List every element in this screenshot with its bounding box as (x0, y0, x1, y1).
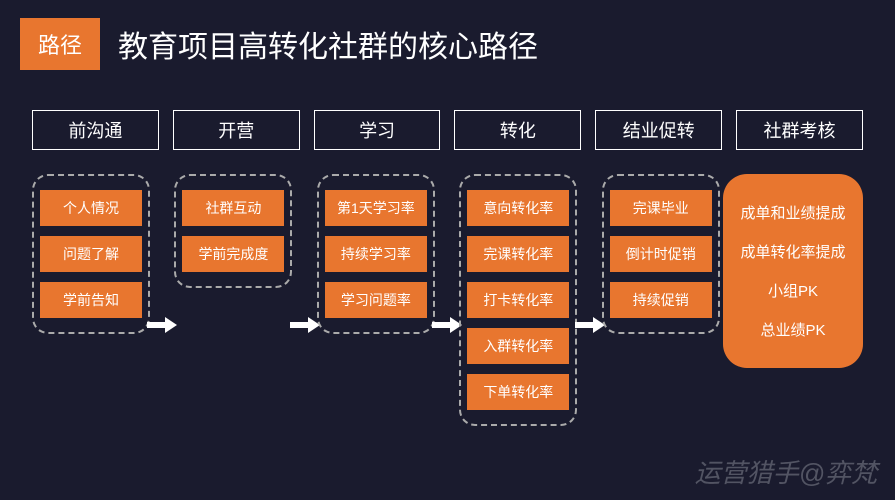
stage-col-1: 社群互动 学前完成度 (174, 174, 292, 288)
final-item: 总业绩PK (731, 319, 855, 340)
stage-item: 打卡转化率 (467, 282, 569, 318)
stage-box: 社群互动 学前完成度 (174, 174, 292, 288)
header-title: 教育项目高转化社群的核心路径 (118, 22, 538, 66)
stage-box: 第1天学习率 持续学习率 学习问题率 (317, 174, 435, 334)
stage-item: 入群转化率 (467, 328, 569, 364)
stage-col-0: 个人情况 问题了解 学前告知 (32, 174, 150, 334)
watermark: 运营猎手@弈梵 (695, 453, 877, 490)
stage-header: 转化 (454, 110, 581, 150)
stage-box: 完课毕业 倒计时促销 持续促销 (602, 174, 720, 334)
stage-item: 持续促销 (610, 282, 712, 318)
final-box: 成单和业绩提成 成单转化率提成 小组PK 总业绩PK (723, 174, 863, 368)
arrow-icon (290, 265, 320, 335)
stage-item: 下单转化率 (467, 374, 569, 410)
stage-item: 第1天学习率 (325, 190, 427, 226)
stage-box: 意向转化率 完课转化率 打卡转化率 入群转化率 下单转化率 (459, 174, 577, 426)
arrow-icon (147, 265, 177, 335)
stage-item: 学前告知 (40, 282, 142, 318)
stage-item: 学习问题率 (325, 282, 427, 318)
stage-item: 完课毕业 (610, 190, 712, 226)
stage-box: 个人情况 问题了解 学前告知 (32, 174, 150, 334)
column-headers-row: 前沟通 开营 学习 转化 结业促转 社群考核 (0, 70, 895, 150)
stage-col-4: 完课毕业 倒计时促销 持续促销 (602, 174, 720, 334)
final-item: 成单和业绩提成 (731, 202, 855, 223)
final-col: 成单和业绩提成 成单转化率提成 小组PK 总业绩PK (723, 174, 863, 368)
stage-header: 开营 (173, 110, 300, 150)
header: 路径 教育项目高转化社群的核心路径 (0, 0, 895, 70)
flow-row: 个人情况 问题了解 学前告知 社群互动 学前完成度 第1天学习率 持续学习率 学… (0, 150, 895, 426)
stage-item: 倒计时促销 (610, 236, 712, 272)
header-badge: 路径 (20, 18, 100, 70)
stage-item: 问题了解 (40, 236, 142, 272)
stage-item: 学前完成度 (182, 236, 284, 272)
stage-header: 结业促转 (595, 110, 722, 150)
stage-header: 学习 (314, 110, 441, 150)
final-item: 成单转化率提成 (731, 241, 855, 262)
stage-item: 个人情况 (40, 190, 142, 226)
stage-header: 社群考核 (736, 110, 863, 150)
stage-item: 社群互动 (182, 190, 284, 226)
arrow-icon (432, 265, 462, 335)
stage-header: 前沟通 (32, 110, 159, 150)
stage-item: 持续学习率 (325, 236, 427, 272)
stage-col-2: 第1天学习率 持续学习率 学习问题率 (317, 174, 435, 334)
stage-col-3: 意向转化率 完课转化率 打卡转化率 入群转化率 下单转化率 (459, 174, 577, 426)
stage-item: 完课转化率 (467, 236, 569, 272)
arrow-icon (575, 265, 605, 335)
final-item: 小组PK (731, 280, 855, 301)
stage-item: 意向转化率 (467, 190, 569, 226)
